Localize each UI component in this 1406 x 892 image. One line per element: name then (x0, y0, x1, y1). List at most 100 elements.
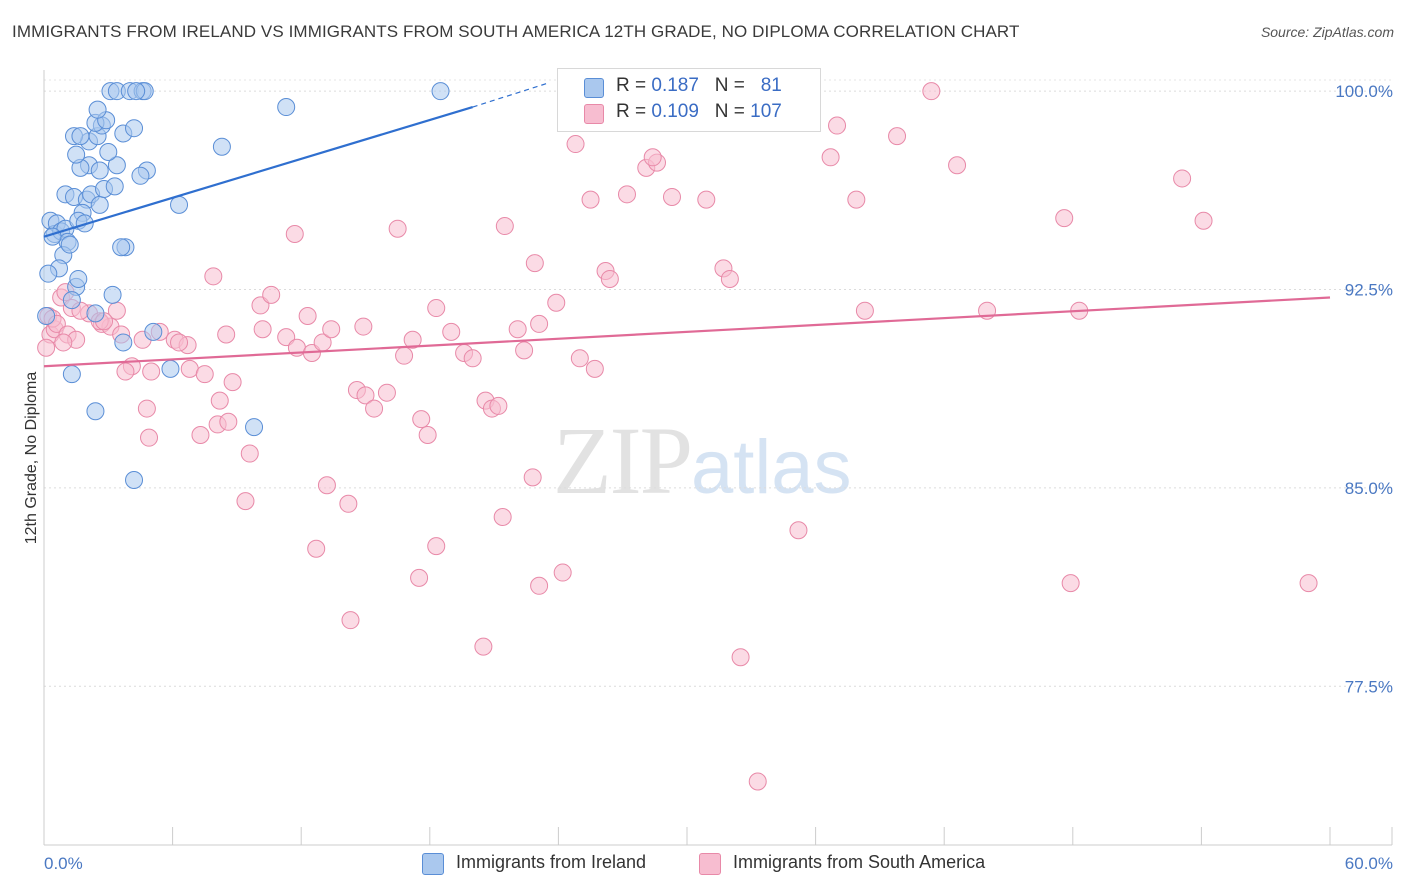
data-point-south-america (395, 346, 414, 365)
data-point-south-america (427, 537, 446, 556)
data-point-south-america (570, 349, 589, 368)
data-point-south-america (553, 563, 572, 582)
data-point-ireland (86, 402, 105, 421)
series-south-america-points (37, 76, 1318, 791)
data-point-south-america (888, 127, 907, 146)
watermark-atlas: atlas (691, 425, 852, 510)
trendline-ireland (43, 105, 473, 238)
data-point-south-america (210, 391, 229, 410)
series-ireland-points (37, 82, 450, 489)
data-point-south-america (410, 568, 429, 587)
source-attribution: Source: ZipAtlas.com (1260, 24, 1394, 40)
data-point-south-america (1055, 209, 1074, 228)
data-point-ireland (62, 365, 81, 384)
data-point-south-america (365, 399, 384, 418)
data-point-south-america (720, 269, 739, 288)
y-tick-label: 92.5% (1345, 281, 1393, 300)
data-point-south-america (731, 648, 750, 667)
data-point-south-america (948, 156, 967, 175)
data-point-south-america (356, 386, 375, 405)
data-point-south-america (662, 187, 681, 206)
y-tick-label: 100.0% (1335, 82, 1393, 101)
stats-legend: R = 0.187 N = 81 R = 0.109 N = 107 (557, 68, 821, 132)
data-point-ireland (105, 177, 124, 196)
data-point-south-america (581, 190, 600, 209)
data-point-south-america (427, 299, 446, 318)
data-point-ireland (114, 333, 133, 352)
data-point-ireland (86, 304, 105, 323)
data-point-south-america (219, 412, 238, 431)
data-point-south-america (388, 219, 407, 238)
data-point-south-america (643, 148, 662, 167)
data-point-south-america (322, 320, 341, 339)
data-point-south-america (240, 444, 259, 463)
data-point-south-america (1299, 574, 1318, 593)
data-point-south-america (137, 399, 156, 418)
data-point-south-america (204, 267, 223, 286)
legend-swatch-south-america (584, 104, 604, 124)
data-point-ireland (212, 137, 231, 156)
data-point-ireland (431, 82, 450, 101)
data-point-ireland (37, 306, 56, 325)
data-point-south-america (525, 254, 544, 273)
data-point-south-america (339, 494, 358, 513)
data-point-south-america (277, 328, 296, 347)
y-axis-title: 12th Grade, No Diploma (23, 372, 40, 545)
data-point-ireland (245, 418, 264, 437)
data-point-ireland (60, 235, 79, 254)
data-point-south-america (617, 185, 636, 204)
data-point-ireland (69, 269, 88, 288)
data-point-ireland (131, 166, 150, 185)
data-point-south-america (285, 224, 304, 243)
data-point-ireland (103, 285, 122, 304)
data-point-ireland (107, 156, 126, 175)
data-point-south-america (508, 320, 527, 339)
data-point-south-america (377, 383, 396, 402)
data-point-south-america (180, 359, 199, 378)
legend-stats-ireland: R = 0.187 N = 81 (616, 75, 782, 96)
gridlines (44, 79, 1392, 687)
bottom-legend-swatch-ireland (422, 853, 444, 875)
data-point-south-america (37, 338, 56, 357)
data-point-south-america (223, 373, 242, 392)
trendline-ireland-extension (472, 82, 548, 108)
data-point-south-america (191, 426, 210, 445)
data-point-south-america (493, 508, 512, 527)
bottom-legend-swatch-south-america (699, 853, 721, 875)
data-point-ireland (170, 195, 189, 214)
data-point-south-america (354, 317, 373, 336)
chart-title: IMMIGRANTS FROM IRELAND VS IMMIGRANTS FR… (12, 22, 1020, 41)
data-point-south-america (317, 476, 336, 495)
data-point-south-america (217, 325, 236, 344)
data-point-south-america (142, 362, 161, 381)
data-point-south-america (1194, 211, 1213, 230)
data-point-ireland (125, 119, 144, 138)
data-point-south-america (828, 116, 847, 135)
data-point-south-america (140, 428, 159, 447)
data-point-south-america (530, 314, 549, 333)
data-point-south-america (54, 333, 73, 352)
data-point-south-america (403, 330, 422, 349)
data-point-south-america (298, 306, 317, 325)
data-point-south-america (922, 82, 941, 101)
data-point-ireland (112, 238, 131, 257)
data-point-ireland (277, 98, 296, 117)
data-point-ireland (90, 161, 109, 180)
axes (43, 70, 1393, 846)
y-tick-label: 77.5% (1345, 677, 1393, 696)
data-point-south-america (262, 285, 281, 304)
x-tick-label-min: 0.0% (44, 854, 83, 873)
data-point-ireland (144, 322, 163, 341)
data-point-south-america (418, 426, 437, 445)
data-point-south-america (236, 492, 255, 511)
data-point-south-america (523, 468, 542, 487)
bottom-legend-label-south-america: Immigrants from South America (733, 852, 986, 872)
data-point-south-america (253, 320, 272, 339)
data-point-ireland (62, 291, 81, 310)
data-point-south-america (697, 190, 716, 209)
axis-labels: 100.0% 92.5% 85.0% 77.5% 0.0% 60.0% 12th Grade… (23, 82, 1393, 873)
data-point-ireland (67, 145, 86, 164)
data-point-ireland (88, 100, 107, 119)
trendline-south-america (43, 296, 1331, 368)
